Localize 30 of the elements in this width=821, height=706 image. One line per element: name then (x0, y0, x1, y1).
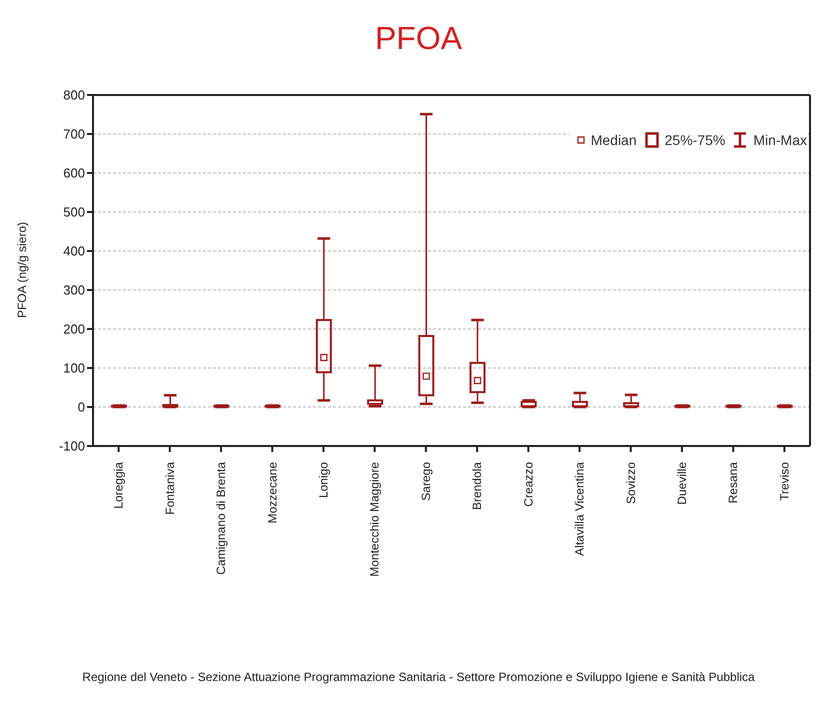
y-tick-label: 500 (63, 204, 85, 220)
x-tick-label: Altavilla Vicentina (572, 462, 587, 556)
x-tick-label: Creazzo (521, 462, 536, 507)
x-tick-label: Loreggia (112, 462, 126, 509)
y-tick-label: 200 (63, 322, 85, 337)
y-tick-label: 300 (63, 282, 85, 298)
annotation: 25%-75% (664, 132, 726, 148)
x-tick-label: Sovizzo (624, 462, 638, 504)
x-tick-label: Lonigo (316, 462, 330, 498)
y-tick-label: 600 (63, 166, 85, 181)
y-tick-label: 0 (78, 400, 85, 415)
y-tick-label: 100 (63, 360, 85, 376)
x-tick-label: Dueville (674, 462, 689, 505)
y-axis-title: PFOA (ng/g siero) (15, 222, 30, 318)
y-tick-label: 700 (63, 126, 85, 142)
y-tick-label: 400 (63, 244, 85, 259)
x-tick-label: Treviso (777, 462, 792, 501)
x-tick-label: Mozzecane (265, 462, 280, 524)
annotation: Median (590, 132, 637, 148)
annotation: Min-Max (752, 132, 807, 148)
x-tick-label: Fontaniva (162, 462, 177, 515)
x-tick-label: Brendola (470, 462, 484, 510)
x-tick-label: Montecchio Maggiore (368, 462, 382, 577)
x-tick-label: Sarego (418, 462, 433, 501)
x-tick-label: Resana (726, 462, 740, 504)
text: Regione del Veneto - Sezione Attuazione Programmazione Sanitaria - Settore Promozione e Sviluppo Igiene e Sanità Pubblica (81, 669, 756, 686)
y-tick-label: -100 (58, 438, 85, 454)
chart-title: PFOA (374, 19, 464, 58)
x-tick-label: Camignano di Brenta (214, 462, 228, 575)
y-tick-label: 800 (63, 88, 85, 103)
